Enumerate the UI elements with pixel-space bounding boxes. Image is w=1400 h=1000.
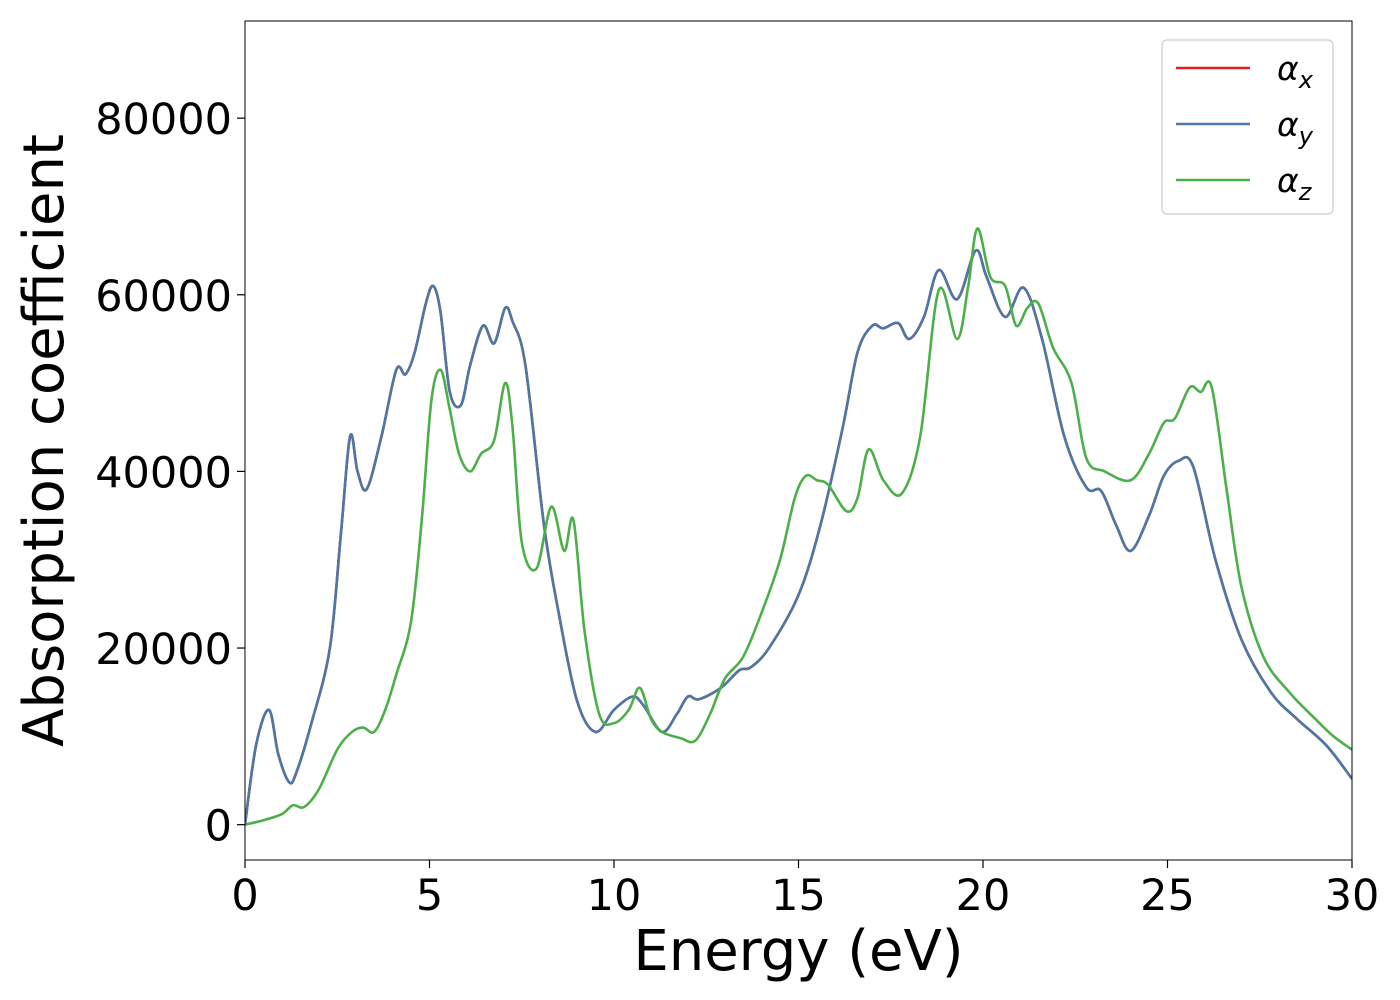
series-line-y bbox=[245, 248, 1352, 825]
series-layer bbox=[245, 227, 1352, 826]
legend-box bbox=[1161, 39, 1334, 215]
legend: αx αy αz bbox=[1161, 39, 1334, 215]
x-axis-title: Energy (eV) bbox=[633, 919, 963, 984]
legend-label-z: αz bbox=[1277, 161, 1313, 206]
x-tick-label: 15 bbox=[771, 871, 826, 921]
y-axis-title: Absorption coefficient bbox=[12, 134, 77, 747]
x-tick-label: 30 bbox=[1325, 871, 1380, 921]
x-tick-label: 10 bbox=[587, 871, 642, 921]
ticks-layer: 0 5 10 15 20 25 30 0 20000 40000 60000 80000 bbox=[95, 95, 1379, 921]
x-tick-label: 5 bbox=[416, 871, 443, 921]
y-tick-label: 0 bbox=[205, 802, 232, 852]
series-line-z bbox=[245, 227, 1352, 826]
legend-label-x: αx bbox=[1277, 49, 1314, 94]
x-tick-label: 25 bbox=[1140, 871, 1195, 921]
series-line-x bbox=[245, 248, 1352, 825]
y-tick-label: 80000 bbox=[95, 95, 232, 145]
x-tick-label: 20 bbox=[956, 871, 1011, 921]
y-tick-label: 60000 bbox=[95, 272, 232, 322]
y-tick-label: 20000 bbox=[95, 625, 232, 675]
y-tick-label: 40000 bbox=[95, 448, 232, 498]
legend-label-y: αy bbox=[1277, 105, 1314, 150]
x-tick-label: 0 bbox=[231, 871, 258, 921]
